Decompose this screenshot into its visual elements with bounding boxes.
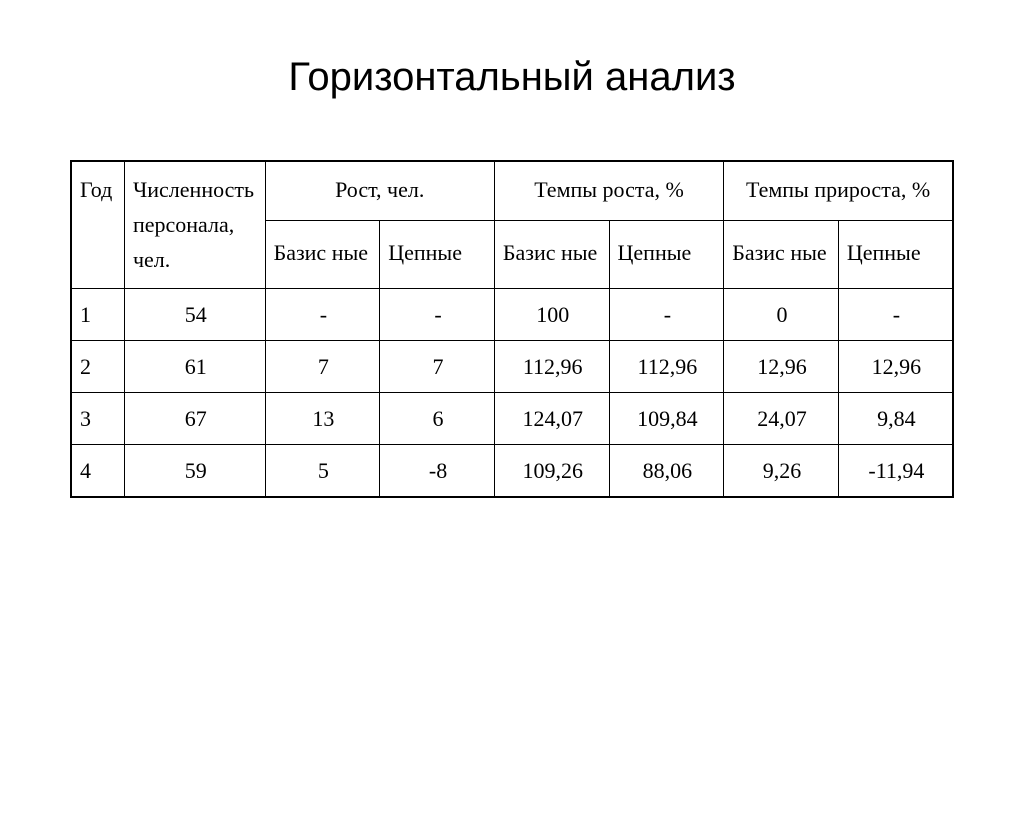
cell-inc-chain: - [838, 288, 953, 340]
cell-year: 2 [71, 340, 124, 392]
table-row: 2 61 7 7 112,96 112,96 12,96 12,96 [71, 340, 953, 392]
cell-growth-chain: 7 [380, 340, 495, 392]
cell-rate-chain: 112,96 [609, 340, 724, 392]
cell-growth-chain: -8 [380, 445, 495, 498]
table-body: 1 54 - - 100 - 0 - 2 61 7 7 112,96 112,9… [71, 288, 953, 497]
analysis-table: Год Численность персонала, чел. Рост, че… [70, 160, 954, 498]
cell-rate-base: 124,07 [494, 392, 609, 444]
col-increment-rate-header: Темпы прироста, % [724, 161, 953, 220]
cell-rate-chain: - [609, 288, 724, 340]
rate-chain-header: Цепные [609, 220, 724, 288]
cell-year: 1 [71, 288, 124, 340]
cell-count: 67 [124, 392, 265, 444]
cell-rate-chain: 88,06 [609, 445, 724, 498]
table-row: 3 67 13 6 124,07 109,84 24,07 9,84 [71, 392, 953, 444]
inc-chain-header: Цепные [838, 220, 953, 288]
cell-count: 54 [124, 288, 265, 340]
cell-growth-base: 5 [265, 445, 380, 498]
cell-growth-base: 7 [265, 340, 380, 392]
cell-year: 3 [71, 392, 124, 444]
col-growth-header: Рост, чел. [265, 161, 494, 220]
growth-base-header: Базис ные [265, 220, 380, 288]
cell-inc-base: 0 [724, 288, 839, 340]
cell-count: 59 [124, 445, 265, 498]
analysis-table-wrap: Год Численность персонала, чел. Рост, че… [0, 160, 1024, 498]
rate-base-header: Базис ные [494, 220, 609, 288]
cell-rate-chain: 109,84 [609, 392, 724, 444]
col-year-header: Год [71, 161, 124, 288]
cell-rate-base: 100 [494, 288, 609, 340]
cell-growth-base: - [265, 288, 380, 340]
growth-chain-header: Цепные [380, 220, 495, 288]
table-header-group: Год Численность персонала, чел. Рост, че… [71, 161, 953, 220]
cell-growth-base: 13 [265, 392, 380, 444]
col-count-header: Численность персонала, чел. [124, 161, 265, 288]
cell-inc-base: 12,96 [724, 340, 839, 392]
page-title: Горизонтальный анализ [0, 55, 1024, 100]
cell-rate-base: 112,96 [494, 340, 609, 392]
cell-inc-base: 24,07 [724, 392, 839, 444]
table-row: 4 59 5 -8 109,26 88,06 9,26 -11,94 [71, 445, 953, 498]
cell-inc-chain: 12,96 [838, 340, 953, 392]
cell-inc-chain: 9,84 [838, 392, 953, 444]
col-growth-rate-header: Темпы роста, % [494, 161, 723, 220]
cell-growth-chain: 6 [380, 392, 495, 444]
cell-rate-base: 109,26 [494, 445, 609, 498]
cell-inc-base: 9,26 [724, 445, 839, 498]
cell-growth-chain: - [380, 288, 495, 340]
table-row: 1 54 - - 100 - 0 - [71, 288, 953, 340]
inc-base-header: Базис ные [724, 220, 839, 288]
cell-year: 4 [71, 445, 124, 498]
cell-count: 61 [124, 340, 265, 392]
cell-inc-chain: -11,94 [838, 445, 953, 498]
